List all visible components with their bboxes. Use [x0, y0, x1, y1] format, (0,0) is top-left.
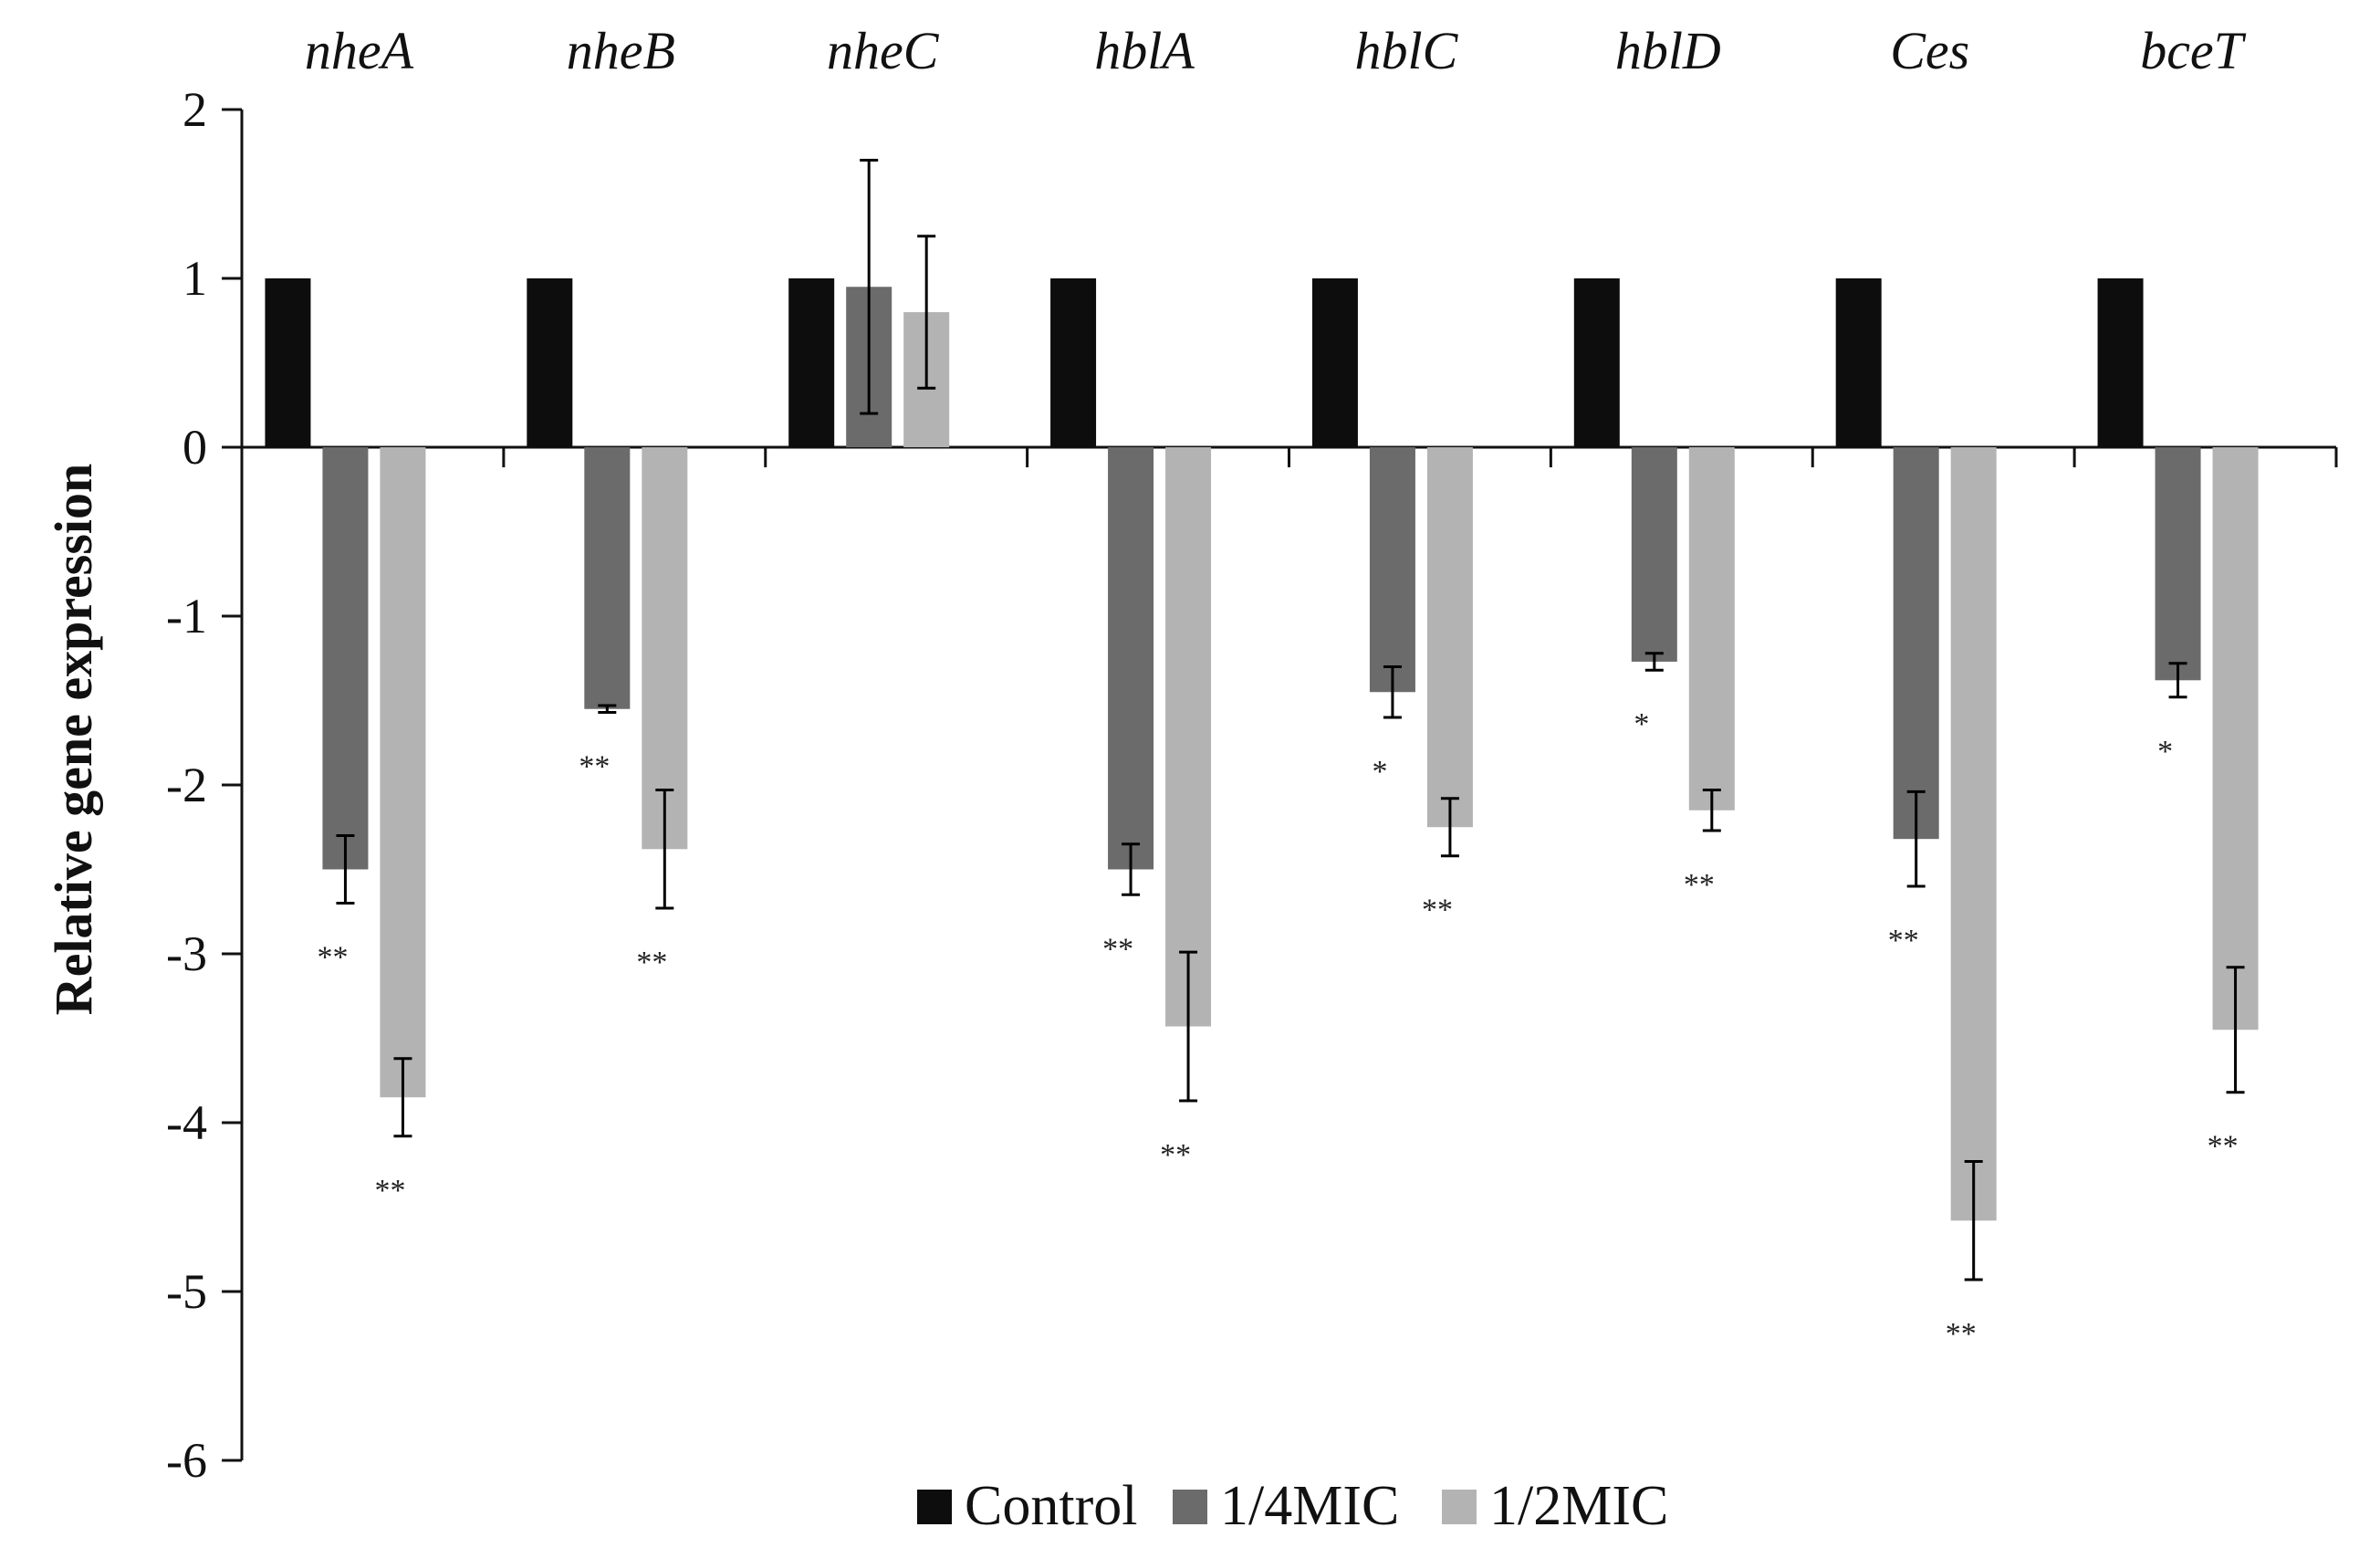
significance-mark: **: [1160, 1138, 1191, 1172]
bars: [265, 278, 2259, 1221]
legend-label-1-2MIC: 1/2MIC: [1489, 1475, 1668, 1537]
y-axis: 2 1 0 -1 -2 -3 -4 -5 -6: [166, 82, 244, 1488]
y-tick-label: 1: [183, 251, 207, 306]
significance-mark: *: [1372, 755, 1387, 789]
significance-mark: **: [1888, 924, 1919, 957]
y-tick-label: -4: [166, 1095, 207, 1150]
legend: Control 1/4MIC 1/2MIC: [917, 1475, 1668, 1537]
y-tick-label: -5: [166, 1264, 207, 1319]
legend-swatch-1-2MIC: [1442, 1490, 1477, 1524]
gene-label-bceT: bceT: [2140, 21, 2246, 80]
gene-label-hblC: hblC: [1355, 21, 1459, 80]
significance-mark: **: [317, 941, 348, 975]
significance-mark: **: [2208, 1130, 2239, 1164]
bar-1-4MIC-nheB: [584, 447, 631, 709]
significance-mark: *: [2157, 735, 2173, 769]
error-bars: [336, 159, 2245, 1281]
gene-labels: nheA nheB nheC hblA hblC hblD Ces bceT: [305, 21, 2247, 80]
y-tick-label: -6: [166, 1433, 207, 1488]
bar-1-2MIC-bceT: [2212, 447, 2259, 1030]
gene-label-hblD: hblD: [1615, 21, 1721, 80]
bar-Control-Ces: [1835, 278, 1882, 447]
significance-mark: **: [374, 1174, 405, 1208]
bar-1-2MIC-nheB: [642, 447, 688, 850]
bar-1-2MIC-Ces: [1950, 447, 1997, 1221]
bar-Control-hblA: [1050, 278, 1097, 447]
bar-1-4MIC-Ces: [1893, 447, 1939, 840]
bar-Control-hblD: [1573, 278, 1620, 447]
bar-1-4MIC-hblA: [1108, 447, 1154, 870]
gene-label-nheB: nheB: [567, 21, 675, 80]
bar-Control-nheC: [788, 278, 835, 447]
legend-label-1-4MIC: 1/4MIC: [1220, 1475, 1399, 1537]
significance-mark: **: [1422, 894, 1453, 927]
gene-label-nheC: nheC: [827, 21, 940, 80]
significance-mark: **: [579, 749, 610, 783]
y-tick-label: 2: [183, 82, 207, 137]
bar-1-2MIC-hblD: [1688, 447, 1735, 811]
significance-mark: **: [636, 946, 667, 979]
x-axis: [242, 445, 2338, 467]
significance-mark: *: [1634, 707, 1649, 741]
bar-Control-nheB: [527, 278, 573, 447]
bar-1-4MIC-hblD: [1631, 447, 1677, 662]
y-tick-label: -2: [166, 758, 207, 812]
legend-label-Control: Control: [965, 1475, 1137, 1537]
y-tick-label: 0: [183, 420, 207, 475]
bar-1-4MIC-bceT: [2155, 447, 2201, 681]
y-axis-title: Relative gene expression: [44, 464, 103, 1016]
significance-mark: **: [1684, 868, 1715, 902]
legend-swatch-1-4MIC: [1173, 1490, 1207, 1524]
bar-1-2MIC-nheA: [380, 447, 426, 1098]
bar-1-2MIC-hblC: [1426, 447, 1473, 828]
bar-1-4MIC-hblC: [1369, 447, 1415, 693]
gene-label-Ces: Ces: [1890, 21, 1969, 80]
y-tick-label: -3: [166, 926, 207, 981]
significance-labels: *************************: [317, 707, 2238, 1351]
gene-label-hblA: hblA: [1094, 21, 1195, 80]
bar-Control-nheA: [265, 278, 311, 447]
y-tick-label: -1: [166, 589, 207, 643]
legend-swatch-Control: [917, 1490, 952, 1524]
significance-mark: **: [1102, 932, 1133, 966]
bar-1-2MIC-hblA: [1165, 447, 1212, 1027]
bar-Control-bceT: [2097, 278, 2144, 447]
significance-mark: **: [1946, 1317, 1977, 1351]
gene-label-nheA: nheA: [305, 21, 414, 80]
bar-1-4MIC-nheA: [322, 447, 369, 870]
bar-Control-hblC: [1311, 278, 1358, 447]
